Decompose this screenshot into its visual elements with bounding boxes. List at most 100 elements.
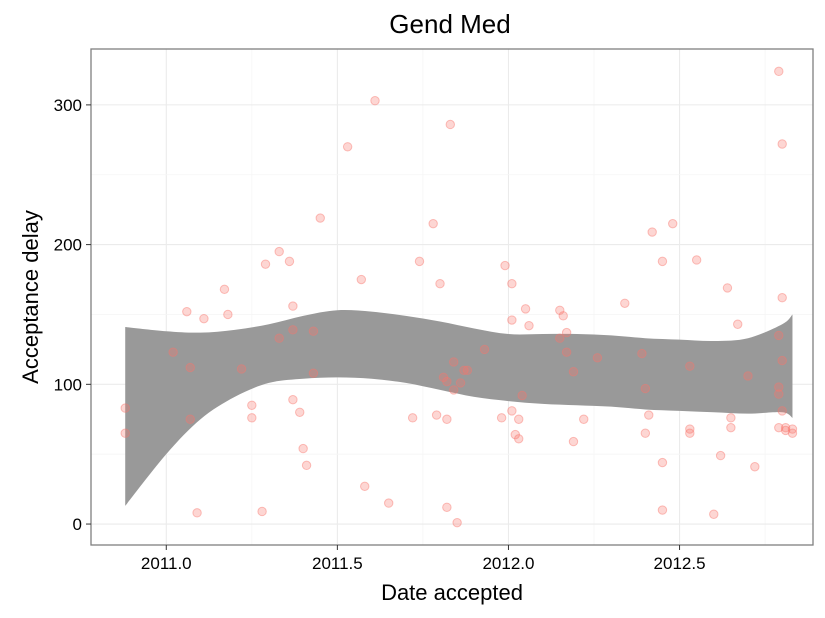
x-tick-label: 2012.5 (654, 554, 706, 573)
data-point (247, 400, 257, 410)
x-axis-title: Date accepted (381, 580, 523, 605)
x-tick-label: 2011.5 (312, 554, 363, 573)
data-point (555, 333, 565, 343)
data-point (120, 403, 130, 413)
data-point (431, 410, 442, 420)
data-point (459, 365, 469, 376)
data-point (568, 367, 579, 377)
data-point (407, 413, 418, 423)
data-point (288, 325, 298, 335)
data-point (428, 218, 438, 229)
data-point (438, 372, 449, 383)
data-point (507, 406, 517, 416)
data-point (435, 279, 445, 289)
data-point (298, 443, 308, 454)
data-point (668, 218, 678, 229)
data-point (774, 422, 784, 433)
data-point (288, 301, 298, 311)
y-tick-label: 200 (54, 236, 82, 255)
data-point (685, 424, 695, 434)
data-point (199, 313, 209, 324)
data-point (274, 333, 284, 343)
data-point (452, 517, 462, 528)
data-point (507, 279, 517, 289)
data-point (657, 505, 668, 515)
data-point (743, 371, 753, 381)
data-point (555, 305, 565, 315)
data-point (777, 355, 787, 366)
data-point (308, 326, 319, 336)
y-tick-label: 100 (54, 375, 82, 394)
confidence-band (125, 310, 793, 506)
data-point (774, 389, 784, 399)
data-point (449, 385, 459, 395)
data-point (514, 434, 524, 444)
data-point (774, 382, 784, 392)
data-point (777, 293, 787, 303)
data-point (120, 428, 130, 438)
plot-panel-border (90, 48, 814, 546)
data-point (777, 139, 787, 149)
data-point (442, 414, 452, 424)
data-point (657, 256, 668, 267)
data-point (561, 327, 572, 338)
y-tick-label: 0 (73, 515, 82, 534)
data-point (342, 142, 353, 152)
data-point (168, 347, 178, 357)
x-tick-label: 2011.0 (141, 554, 192, 573)
x-axis-ticks: 2011.0 2011.5 2012.0 2012.5 (141, 545, 706, 573)
x-tick-label: 2012.0 (482, 554, 534, 573)
data-point (733, 319, 743, 329)
data-point (315, 213, 325, 223)
data-point (496, 413, 507, 423)
data-point (647, 227, 657, 237)
data-point (579, 414, 589, 424)
data-point (514, 414, 524, 424)
data-point (709, 509, 719, 519)
data-point (288, 394, 298, 405)
data-point (445, 119, 455, 130)
data-point (185, 414, 195, 424)
data-point (308, 368, 319, 378)
data-point (360, 481, 370, 492)
data-point (260, 259, 271, 269)
data-point (620, 298, 630, 308)
data-point (384, 498, 394, 508)
data-point (640, 383, 651, 394)
data-point (442, 376, 452, 387)
data-point (777, 406, 787, 416)
data-point (442, 502, 452, 512)
data-point (247, 413, 257, 423)
data-point (780, 422, 791, 433)
data-point (726, 413, 736, 423)
data-point (517, 390, 527, 401)
data-point (750, 462, 760, 472)
data-point (414, 256, 425, 267)
data-point (236, 364, 247, 374)
data-point (640, 428, 651, 438)
data-point (219, 284, 230, 295)
data-point (455, 378, 466, 388)
data-point (787, 428, 798, 438)
data-point (524, 320, 534, 331)
data-point (787, 424, 798, 434)
y-axis-ticks: 0 100 200 300 (54, 96, 91, 534)
data-point (685, 361, 695, 371)
data-point (356, 274, 367, 285)
data-point (510, 429, 520, 440)
data-point (182, 306, 192, 317)
data-point (691, 255, 702, 265)
data-point (479, 344, 490, 355)
data-point (780, 425, 791, 436)
data-point (685, 428, 695, 438)
data-point (722, 283, 733, 293)
data-points-layer (120, 66, 798, 528)
data-point (185, 362, 195, 373)
data-point (370, 96, 380, 106)
chart-title: Gend Med (389, 9, 510, 39)
data-point (284, 256, 295, 267)
data-point (715, 450, 726, 461)
data-point (274, 246, 284, 257)
